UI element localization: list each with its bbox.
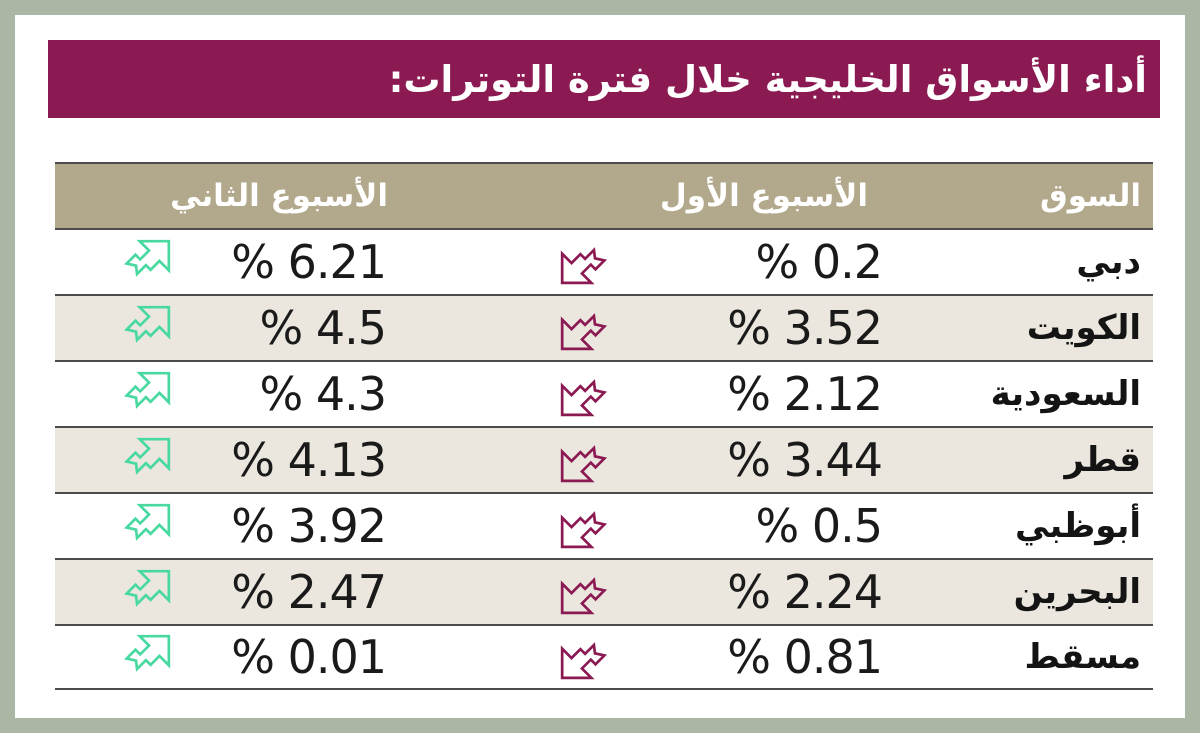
week1-cell: % 2.12 [418,362,898,426]
week1-value: % 2.12 [727,367,883,421]
column-header-week1: الأسبوع الأول [418,164,898,228]
market-name: قطر [1064,440,1141,480]
week2-cell: % 4.3 [55,362,418,426]
week1-value: % 2.24 [727,565,883,619]
market-name: دبي [1076,242,1141,282]
table-row: أبوظبي % 0.5 % 3.92 [55,492,1153,558]
markets-table: السوق الأسبوع الأول الأسبوع الثاني دبي %… [55,162,1153,690]
column-header-week1-label: الأسبوع الأول [659,178,868,214]
trend-down-icon [558,632,608,682]
market-name: أبوظبي [1014,506,1141,546]
week1-cell: % 0.2 [418,230,898,294]
week1-cell: % 2.24 [418,560,898,624]
trend-up-icon [123,567,173,617]
table-row: مسقط % 0.81 % 0.01 [55,624,1153,690]
trend-up-icon [123,369,173,419]
table-row: البحرين % 2.24 % 2.47 [55,558,1153,624]
week2-value: % 6.21 [231,235,387,289]
trend-up-icon [123,501,173,551]
week2-value: % 4.3 [259,367,388,421]
week2-value: % 4.5 [259,301,388,355]
table-header-row: السوق الأسبوع الأول الأسبوع الثاني [55,162,1153,228]
week1-value: % 0.2 [755,235,884,289]
market-name: البحرين [1013,572,1141,612]
trend-down-icon [558,237,608,287]
week1-cell: % 3.52 [418,296,898,360]
week1-value: % 0.5 [755,499,884,553]
week2-value: % 0.01 [231,630,387,684]
column-header-market: السوق [1040,178,1141,214]
week2-cell: % 4.5 [55,296,418,360]
trend-down-icon [558,369,608,419]
week1-value: % 3.52 [727,301,883,355]
week1-value: % 0.81 [727,630,883,684]
table-row: الكويت % 3.52 % 4.5 [55,294,1153,360]
table-row: دبي % 0.2 % 6.21 [55,228,1153,294]
week1-cell: % 0.5 [418,494,898,558]
week1-value: % 3.44 [727,433,883,487]
trend-down-icon [558,435,608,485]
week2-cell: % 3.92 [55,494,418,558]
trend-up-icon [123,435,173,485]
trend-down-icon [558,567,608,617]
trend-up-icon [123,632,173,682]
market-name: الكويت [1026,308,1141,348]
week2-value: % 2.47 [231,565,387,619]
week2-value: % 3.92 [231,499,387,553]
column-header-week2: الأسبوع الثاني [55,164,418,228]
title-bar: أداء الأسواق الخليجية خلال فترة التوترات… [48,40,1160,118]
week2-cell: % 2.47 [55,560,418,624]
week2-cell: % 4.13 [55,428,418,492]
market-name: السعودية [990,374,1141,414]
column-header-week2-label: الأسبوع الثاني [170,178,388,214]
table-body: دبي % 0.2 % 6.21 الكويت [55,228,1153,690]
trend-up-icon [123,237,173,287]
table-row: السعودية % 2.12 % 4.3 [55,360,1153,426]
table-row: قطر % 3.44 % 4.13 [55,426,1153,492]
trend-down-icon [558,501,608,551]
page-title: أداء الأسواق الخليجية خلال فترة التوترات… [388,57,1147,101]
market-name: مسقط [1024,637,1141,677]
week2-cell: % 0.01 [55,626,418,688]
week2-cell: % 6.21 [55,230,418,294]
week2-value: % 4.13 [231,433,387,487]
week1-cell: % 3.44 [418,428,898,492]
trend-up-icon [123,303,173,353]
infographic-card: أداء الأسواق الخليجية خلال فترة التوترات… [15,15,1185,718]
trend-down-icon [558,303,608,353]
week1-cell: % 0.81 [418,626,898,688]
